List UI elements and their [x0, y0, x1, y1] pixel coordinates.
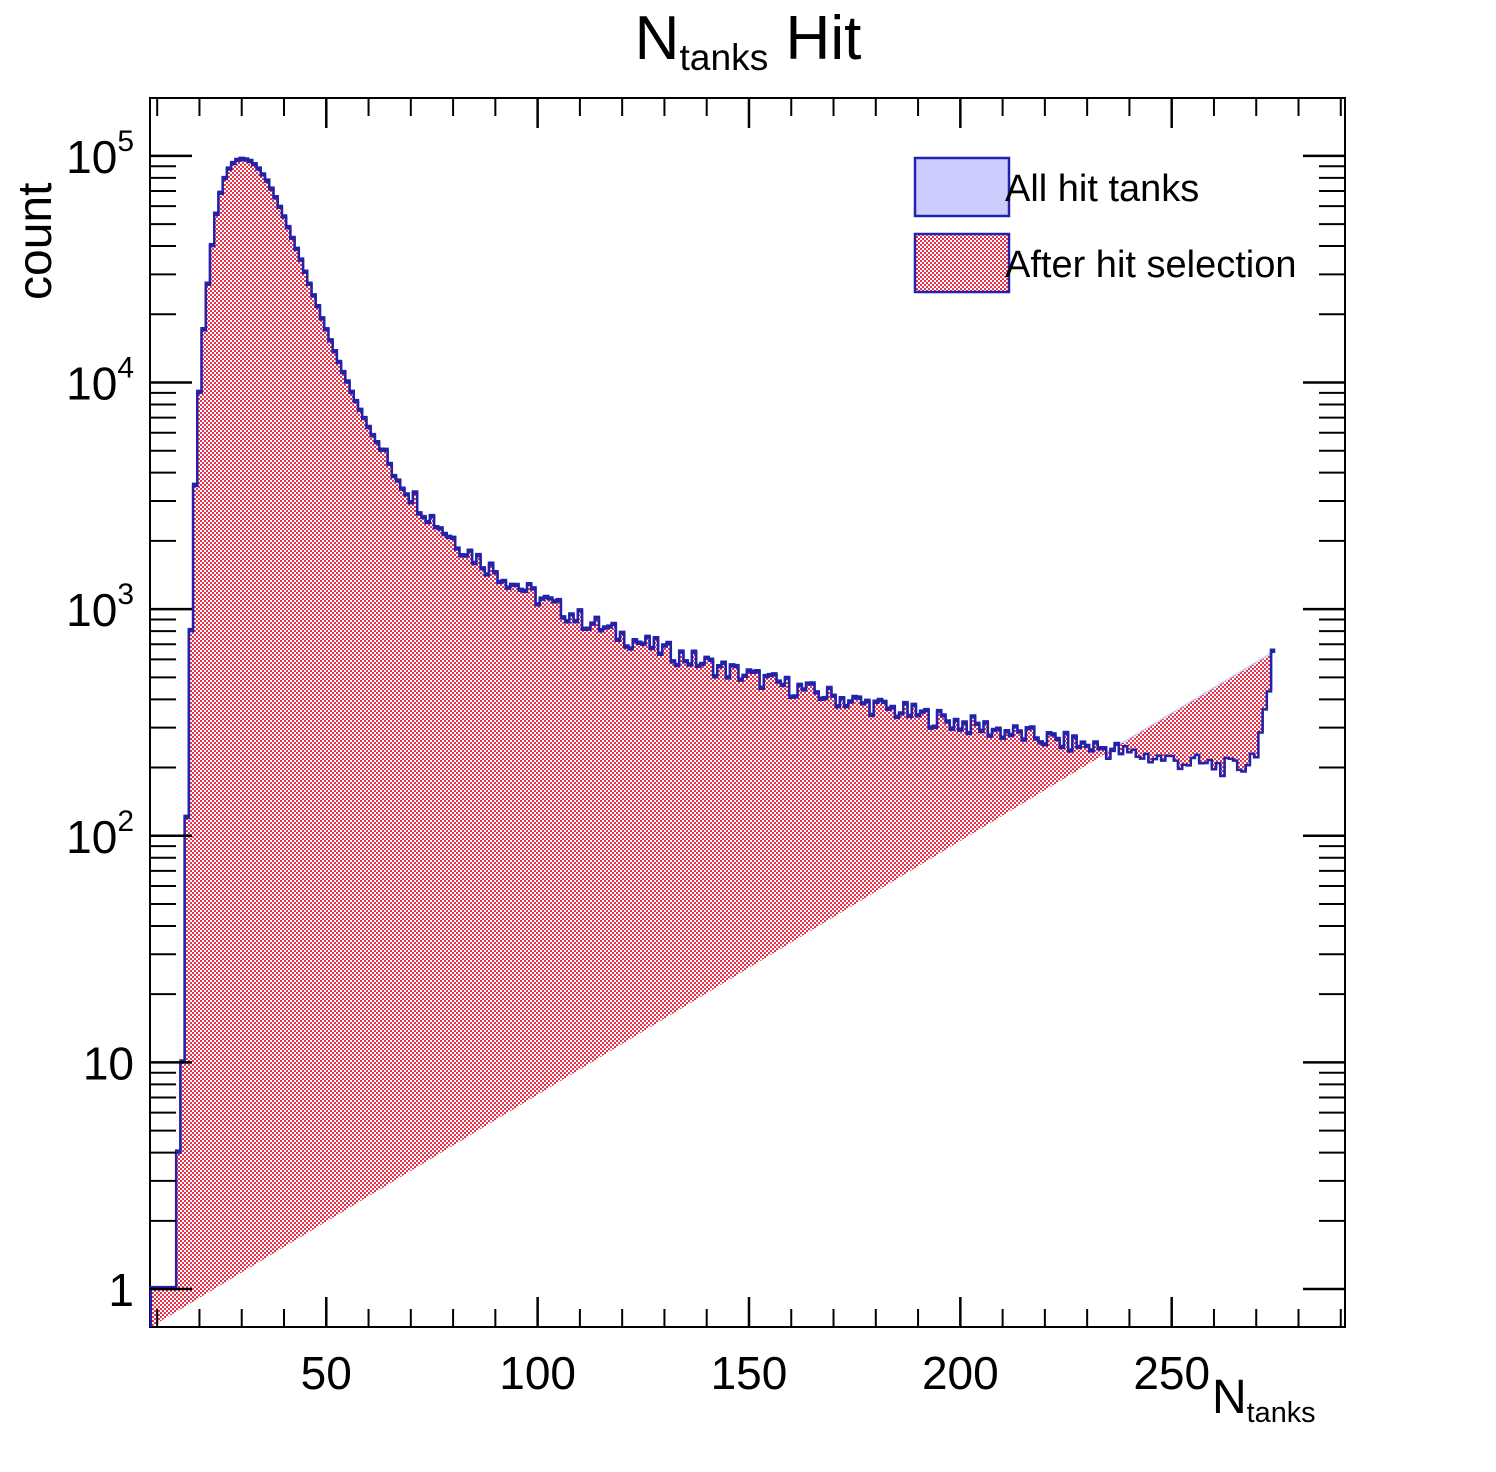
chart-title-subscript: tanks — [679, 36, 769, 79]
chart-legend: All hit tanks After hit selection — [913, 156, 1296, 294]
legend-label-all-hit-tanks: All hit tanks — [1005, 168, 1199, 210]
y-tick-label: 104 — [66, 351, 134, 409]
x-tick-label: 150 — [711, 1347, 788, 1399]
x-axis-tick-labels: 50 100 150 200 250 — [301, 1347, 1210, 1399]
y-tick-label: 1 — [108, 1264, 134, 1316]
x-tick-label: 50 — [301, 1347, 352, 1399]
y-tick-label: 10 — [83, 1037, 134, 1089]
y-axis-ticks — [150, 154, 1345, 1291]
y-tick-label-exponent: 5 — [117, 125, 134, 158]
x-axis-ticks — [156, 98, 1342, 1327]
x-axis-label-base: N — [1212, 1371, 1247, 1424]
y-tick-label: 103 — [66, 578, 134, 636]
chart-title: Ntanks Hit — [0, 4, 1496, 81]
chart-title-suffix: Hit — [768, 4, 862, 73]
y-tick-label-exponent: 2 — [117, 805, 134, 838]
legend-swatch-after-hit-selection — [913, 232, 1011, 294]
x-tick-label: 200 — [922, 1347, 999, 1399]
x-axis-label-subscript: tanks — [1246, 1397, 1316, 1430]
x-tick-label: 100 — [499, 1347, 576, 1399]
histogram-after-hit-selection — [149, 158, 1276, 1327]
legend-swatch-all-hit-tanks — [913, 156, 1011, 218]
y-tick-label: 102 — [66, 805, 134, 863]
legend-label-after-hit-selection: After hit selection — [1005, 244, 1296, 286]
x-tick-label: 250 — [1133, 1347, 1210, 1399]
x-axis-label: Ntanks — [1212, 1372, 1316, 1430]
chart-title-base: N — [634, 4, 680, 73]
y-tick-label: 105 — [66, 125, 134, 183]
y-tick-label-exponent: 3 — [117, 578, 134, 611]
y-tick-label-exponent: 4 — [117, 351, 134, 384]
y-axis-tick-labels: 1 10 102 103 104 105 — [66, 125, 134, 1316]
